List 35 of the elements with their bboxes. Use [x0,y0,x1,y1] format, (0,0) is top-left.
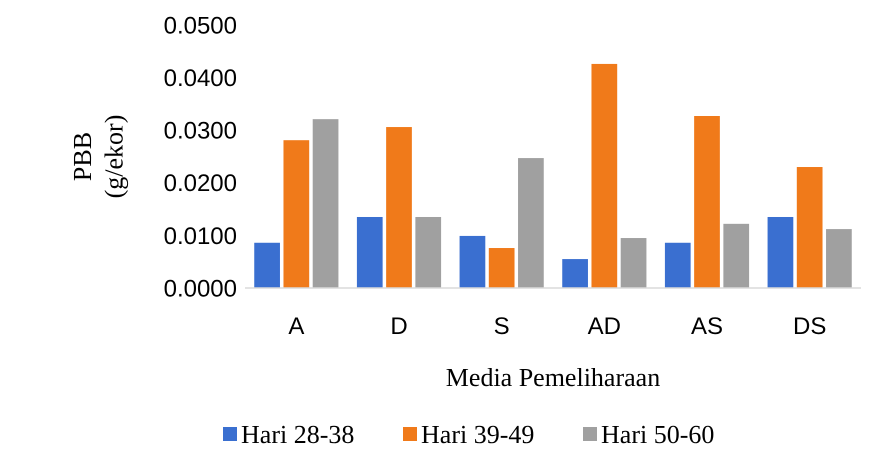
bar [826,229,852,288]
bar [386,127,412,288]
bar [562,259,588,288]
bar [312,119,338,288]
bar [664,242,691,288]
x-tick-label: S [494,313,510,340]
x-tick-label: DS [792,313,826,340]
bar [283,140,310,288]
bar [591,64,618,288]
x-tick-label: A [288,313,304,340]
bar [488,248,515,288]
bar [460,236,486,288]
x-tick-label: AS [690,313,724,340]
y-tick-label: 0.0300 [164,118,237,145]
bar [518,158,544,288]
bar [768,216,794,288]
y-tick-label: 0.0200 [164,170,237,198]
bar [620,238,646,288]
y-tick-label: 0.0000 [164,275,237,302]
legend-label: Hari 39-49 [421,420,534,449]
y-tick-label: 0.0100 [164,222,237,250]
x-tick-label: D [390,313,408,340]
y-axis-title: PBB (g/ekor) [68,114,128,198]
y-tick-label: 0.0500 [164,12,237,40]
x-axis-title: Media Pemeliharaan [446,363,660,392]
bar [723,224,750,288]
bar [694,116,720,288]
legend-label: Hari 50-60 [601,420,714,449]
bar [796,167,823,288]
bar [356,216,383,288]
x-tick-label: AD [588,313,622,340]
bar [254,242,280,288]
bar [415,216,442,288]
y-tick-label: 0.0400 [164,65,237,92]
legend-label: Hari 28-38 [241,420,354,449]
